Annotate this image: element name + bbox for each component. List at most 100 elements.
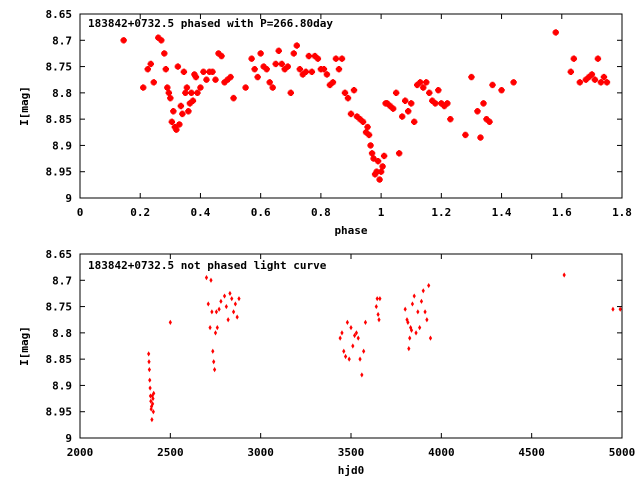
unphased-data-point <box>354 330 359 336</box>
unphased-data-point <box>407 346 411 352</box>
phased-data-point <box>290 50 297 57</box>
phased-x-tick-label: 1.8 <box>612 206 632 219</box>
phased-data-point <box>468 73 475 81</box>
unphased-data-point <box>343 353 348 360</box>
unphased-data-point <box>421 288 425 294</box>
unphased-data-point <box>235 314 239 320</box>
phased-data-point <box>212 76 219 83</box>
unphased-data-point <box>340 330 344 336</box>
unphased-data-point <box>338 335 342 341</box>
unphased-data-point <box>224 303 228 310</box>
phased-data-point <box>227 73 234 81</box>
unphased-data-point <box>611 306 615 312</box>
unphased-data-point <box>353 332 357 339</box>
unphased-x-tick-label: 5000 <box>609 446 636 459</box>
unphased-data-point <box>150 417 154 423</box>
phased-data-point <box>158 37 165 44</box>
phased-data-point <box>165 89 173 97</box>
phased-x-tick-label: 0.8 <box>311 206 331 219</box>
phased-data-point <box>377 168 385 175</box>
unphased-data-point <box>376 311 380 318</box>
phased-data-point <box>474 108 481 115</box>
phased-data-point <box>194 89 201 97</box>
phased-data-point <box>176 121 183 128</box>
unphased-x-axis-label: hjd0 <box>338 464 365 477</box>
unphased-data-point <box>211 348 215 354</box>
unphased-data-point <box>147 359 151 365</box>
phased-data-point <box>192 73 200 81</box>
unphased-data-point <box>210 309 214 315</box>
phased-data-point <box>483 115 490 123</box>
phased-data-point <box>576 79 584 86</box>
phased-data-point <box>278 60 285 68</box>
unphased-data-point <box>231 309 236 315</box>
phased-data-point <box>293 42 300 49</box>
phased-data-point <box>480 100 487 107</box>
phased-data-point <box>161 50 168 57</box>
phased-data-point <box>281 66 288 73</box>
phased-y-axis-label: I[mag] <box>18 86 31 126</box>
phased-data-point <box>150 79 157 86</box>
unphased-data-point <box>204 275 209 281</box>
unphased-data-point <box>152 390 156 396</box>
phased-data-point <box>594 55 602 62</box>
unphased-x-tick-label: 2500 <box>157 446 184 459</box>
unphased-data-point <box>618 306 622 312</box>
unphased-data-point <box>377 317 381 323</box>
phased-data-point <box>444 100 451 107</box>
unphased-data-point <box>360 372 364 378</box>
phased-data-point <box>477 134 484 141</box>
phased-y-tick-label: 8.7 <box>52 34 72 47</box>
phased-data-point <box>299 71 307 78</box>
phased-data-point <box>140 84 147 91</box>
phased-data-point <box>197 84 204 91</box>
unphased-panel: 183842+0732.5 not phased light curve 200… <box>18 248 635 477</box>
phased-data-point <box>179 110 186 118</box>
phased-data-point <box>320 66 328 73</box>
unphased-data-point <box>148 377 152 383</box>
unphased-data-point <box>148 393 153 399</box>
unphased-y-tick-label: 8.65 <box>46 248 73 261</box>
phased-data-point <box>170 108 177 115</box>
unphased-y-tick-label: 8.75 <box>46 301 73 314</box>
unphased-data-point <box>208 325 212 331</box>
unphased-data-point <box>363 319 368 325</box>
phased-data-point <box>335 66 343 73</box>
phased-data-point <box>370 155 377 162</box>
unphased-data-point <box>212 359 216 365</box>
unphased-data-point <box>149 403 154 410</box>
unphased-data-point <box>374 303 378 310</box>
phased-data-point <box>395 150 403 157</box>
phased-data-point <box>171 123 179 131</box>
phased-data-point <box>120 37 127 44</box>
phased-data-point <box>311 52 319 60</box>
phased-data-point <box>189 97 197 104</box>
phased-data-point <box>570 55 578 62</box>
phased-data-point <box>248 55 255 62</box>
phased-data-point <box>374 158 382 165</box>
phased-x-axis-label: phase <box>334 224 367 237</box>
unphased-data-point <box>147 351 151 357</box>
phased-data-point <box>386 102 394 110</box>
phased-data-point <box>183 84 191 91</box>
phased-data-point <box>155 34 162 41</box>
phased-y-tick-label: 8.95 <box>46 166 73 179</box>
unphased-data-point <box>409 327 414 333</box>
phased-y-tick-label: 8.8 <box>52 87 72 100</box>
phased-data-point <box>359 118 367 125</box>
unphased-y-tick-label: 8.9 <box>52 379 72 392</box>
phased-data-point <box>305 52 313 60</box>
phased-data-point <box>180 68 188 76</box>
phased-x-tick-label: 0.4 <box>191 206 211 219</box>
unphased-data-point <box>147 367 151 373</box>
phased-data-point <box>215 50 222 57</box>
unphased-data-point <box>419 298 424 304</box>
phased-data-point <box>356 115 364 123</box>
phased-data-point <box>367 142 374 149</box>
phased-data-point <box>254 73 261 81</box>
phased-data-point <box>344 94 352 102</box>
phased-y-tick-label: 8.65 <box>46 8 73 21</box>
phased-data-point <box>411 118 418 125</box>
unphased-data-point <box>217 306 221 312</box>
phased-data-point <box>365 131 373 139</box>
